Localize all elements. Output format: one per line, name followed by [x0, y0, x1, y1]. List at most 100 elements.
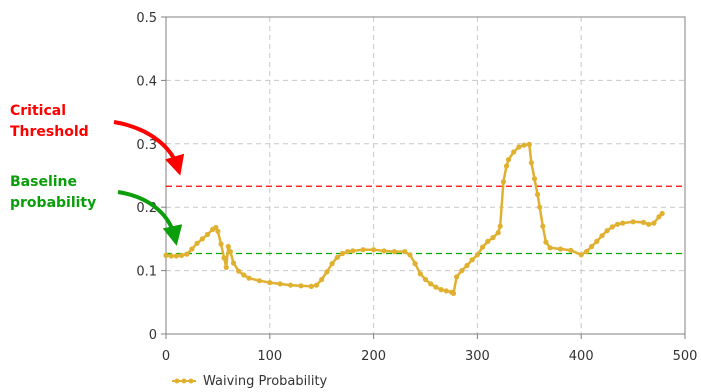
data-point — [505, 157, 512, 163]
data-point — [402, 249, 408, 255]
data-point — [609, 224, 615, 230]
critical-threshold-annotation: Critical Threshold — [10, 101, 120, 143]
data-point — [620, 220, 626, 226]
data-point — [630, 219, 636, 225]
data-point — [241, 272, 247, 278]
x-tick-label: 0 — [162, 349, 170, 364]
data-point — [298, 283, 304, 289]
y-tick-label: 0.3 — [136, 138, 157, 153]
data-point — [589, 243, 595, 250]
data-point — [599, 233, 605, 239]
data-point — [324, 269, 330, 275]
x-tick-label: 400 — [569, 349, 594, 364]
x-tick-label: 300 — [465, 349, 490, 364]
data-point — [659, 210, 665, 217]
y-tick-label: 0.4 — [136, 74, 157, 89]
data-point — [313, 282, 320, 288]
data-point — [371, 247, 377, 253]
critical-threshold-arrow — [113, 120, 185, 176]
legend-swatch-icon — [172, 378, 196, 384]
data-point — [412, 261, 418, 267]
data-point — [537, 204, 543, 210]
data-point — [503, 163, 510, 169]
data-point — [417, 271, 423, 277]
data-point — [656, 214, 662, 220]
data-point — [391, 249, 397, 255]
data-point — [459, 268, 465, 274]
data-point — [230, 260, 237, 266]
data-point — [521, 142, 527, 148]
series-waiving-probability — [163, 141, 665, 296]
x-tick-label: 500 — [673, 349, 698, 364]
data-point — [236, 268, 242, 274]
grid-lines — [166, 17, 685, 334]
data-point — [407, 252, 413, 258]
y-tick-label: 0.1 — [136, 265, 157, 280]
data-point — [557, 246, 564, 252]
data-point — [339, 250, 346, 257]
data-point — [199, 236, 205, 242]
data-point — [511, 149, 517, 155]
data-point — [246, 275, 252, 281]
data-point — [345, 249, 351, 255]
data-point — [184, 251, 190, 257]
critical-threshold-line2: Threshold — [10, 124, 89, 140]
data-point — [334, 254, 340, 260]
data-point — [329, 261, 335, 267]
data-point — [213, 224, 219, 231]
data-point — [225, 243, 231, 250]
data-point — [531, 176, 538, 182]
data-point — [516, 144, 522, 150]
data-point — [215, 228, 221, 234]
data-point — [480, 244, 486, 250]
data-point — [163, 252, 169, 258]
data-point — [535, 191, 541, 198]
data-point — [543, 239, 549, 245]
y-tick-label: 0.5 — [136, 11, 157, 26]
data-point — [485, 238, 491, 244]
y-tick-label: 0 — [149, 328, 157, 343]
x-axis-ticks: 0 100 200 300 400 500 — [162, 334, 698, 364]
data-point — [490, 235, 496, 241]
baseline-probability-arrow — [117, 190, 183, 246]
data-point — [204, 231, 211, 238]
data-point — [469, 257, 475, 263]
data-point — [308, 283, 314, 289]
data-point — [360, 247, 366, 253]
data-point — [319, 276, 325, 283]
plot-area-frame — [165, 16, 686, 335]
data-point — [578, 252, 584, 258]
data-point — [474, 252, 480, 258]
data-point — [547, 245, 553, 251]
data-point — [500, 179, 506, 185]
data-point — [227, 249, 233, 255]
data-point — [350, 248, 356, 254]
data-point — [450, 290, 457, 296]
x-tick-label: 200 — [361, 349, 386, 364]
data-point — [438, 287, 444, 293]
data-point — [454, 274, 460, 280]
data-point — [288, 282, 294, 288]
baseline-probability-line1: Baseline — [10, 174, 78, 190]
data-point — [528, 160, 535, 166]
data-point — [277, 281, 283, 287]
data-point — [614, 221, 621, 227]
data-point — [464, 262, 470, 269]
x-tick-label: 100 — [257, 349, 282, 364]
data-point — [256, 278, 262, 284]
data-point — [526, 141, 532, 147]
data-point — [594, 238, 600, 244]
data-point — [651, 220, 657, 226]
data-point — [428, 281, 434, 287]
baseline-probability-line2: probability — [10, 195, 97, 211]
data-point — [179, 252, 185, 258]
data-point — [173, 253, 179, 259]
legend-label: Waiving Probability — [203, 373, 328, 389]
reference-lines — [166, 185, 685, 255]
data-point — [583, 249, 590, 255]
critical-threshold-line1: Critical — [10, 103, 67, 119]
data-point — [194, 240, 200, 246]
data-point — [223, 264, 229, 270]
data-point — [495, 230, 501, 236]
